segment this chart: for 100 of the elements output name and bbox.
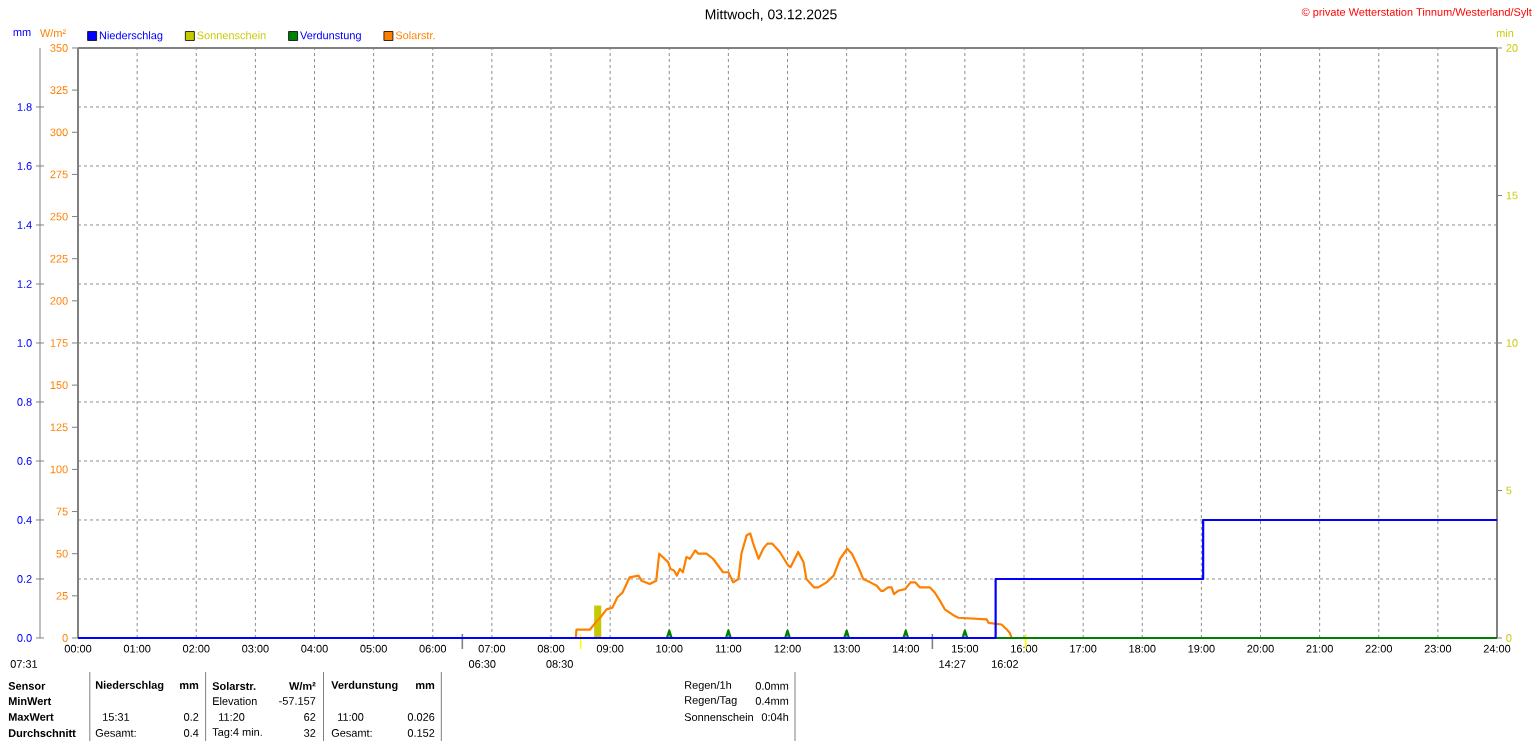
- y2-tick-label: 75: [56, 507, 68, 516]
- text: 62: [304, 713, 316, 721]
- y2-tick-label: 125: [50, 423, 68, 432]
- y2-tick-label: 225: [50, 254, 68, 263]
- y2-tick-label: 275: [50, 170, 68, 179]
- text: Gesamt:: [331, 729, 372, 737]
- text: 0:04h: [761, 712, 789, 722]
- y-tick-label: 0.6: [17, 457, 32, 465]
- x-tick-label: 00:00: [64, 644, 92, 653]
- text: Sonnenschein: [684, 712, 753, 722]
- legend-label: Niederschlag: [99, 31, 163, 42]
- y2-tick-label: 300: [50, 128, 68, 137]
- text: Niederschlag: [95, 680, 164, 692]
- y2-tick-label: 25: [56, 591, 68, 600]
- x-tick-label: 14:00: [892, 644, 920, 653]
- text: mm: [416, 683, 435, 689]
- x-tick-label: 11:00: [715, 644, 742, 653]
- text: 0.4mm: [755, 697, 789, 705]
- y3-axis-title: min: [1496, 29, 1514, 37]
- y-tick-label: 0.2: [17, 575, 32, 583]
- y-axis-title: mm: [13, 30, 31, 36]
- y3-tick-label: 10: [1506, 339, 1518, 347]
- y2-tick-label: 350: [50, 44, 68, 52]
- text: 07:31: [10, 660, 38, 668]
- line-series: [574, 532, 1013, 638]
- y-tick-label: 0.0: [17, 634, 32, 642]
- y3-tick-label: 5: [1506, 486, 1512, 495]
- text: Elevation: [213, 696, 257, 706]
- text: Gesamt:: [95, 729, 136, 737]
- x-tick-label: 15:00: [952, 644, 979, 653]
- text: Tag:4 min.: [212, 727, 262, 739]
- chart-title: Mittwoch, 03.12.2025: [705, 9, 837, 21]
- y2-tick-label: 325: [50, 86, 68, 95]
- x-tick-label: 05:00: [360, 644, 387, 653]
- y3-tick-label: 20: [1506, 44, 1518, 52]
- text: Solarstr.: [212, 681, 256, 691]
- y2-tick-label: 175: [50, 339, 68, 347]
- x-tick-label: 01:00: [123, 644, 151, 653]
- x-tick-label: 16:00: [1011, 644, 1038, 653]
- x-tick-label: 03:00: [242, 644, 269, 653]
- text: Verdunstung: [331, 680, 398, 692]
- text: Regen/1h: [685, 680, 732, 692]
- legend-label: Solarstr.: [395, 31, 435, 40]
- text: W/m²: [289, 681, 316, 691]
- text: 0.152: [407, 729, 435, 737]
- text: 0.4: [184, 729, 199, 737]
- x-tick-label: 13:00: [833, 644, 860, 653]
- x-tick-label: 19:00: [1188, 644, 1215, 653]
- y2-tick-label: 100: [50, 465, 68, 474]
- y2-tick-label: 250: [50, 212, 68, 221]
- text: Durchschnitt: [8, 728, 76, 738]
- y2-tick-label: 150: [50, 381, 68, 390]
- legend-label: Sonnenschein: [197, 31, 266, 40]
- text: mm: [180, 683, 199, 689]
- x-tick-label: 22:00: [1365, 644, 1393, 653]
- y2-axis-title: W/m²: [39, 28, 66, 38]
- y-tick-label: 1.4: [17, 221, 32, 229]
- y-tick-label: 0.4: [17, 516, 32, 524]
- text: 11:20: [219, 713, 245, 721]
- text: 0.026: [407, 713, 435, 721]
- y2-tick-label: 200: [50, 296, 68, 305]
- text: 32: [304, 729, 316, 737]
- y-tick-label: 1.8: [17, 103, 32, 111]
- x-tick-label: 24:00: [1483, 644, 1511, 653]
- y2-tick-label: 0: [62, 634, 68, 642]
- y-tick-label: 0.8: [17, 398, 32, 406]
- ref-line-label: 06:30: [468, 660, 496, 668]
- ref-line-label: 16:02: [991, 660, 1019, 668]
- text: Sensor: [8, 682, 46, 690]
- x-tick-label: 02:00: [182, 644, 210, 653]
- y-tick-label: 1.2: [17, 280, 32, 288]
- legend-label: Verdunstung: [300, 31, 361, 42]
- text: 11:00: [338, 713, 364, 721]
- text: -57.157: [279, 697, 316, 705]
- text: 0.2: [184, 713, 199, 721]
- text: MaxWert: [8, 713, 54, 721]
- ref-line-label: 14:27: [939, 660, 966, 668]
- x-tick-label: 04:00: [301, 644, 328, 653]
- y-tick-label: 1.6: [17, 162, 32, 170]
- x-tick-label: 21:00: [1306, 644, 1333, 653]
- text: © private Wetterstation Tinnum/Westerland/Sylt: [1301, 7, 1532, 19]
- x-tick-label: 23:00: [1424, 644, 1452, 653]
- x-tick-label: 20:00: [1247, 644, 1274, 653]
- text: Regen/Tag: [685, 695, 737, 707]
- ref-line-label: 08:30: [546, 660, 573, 668]
- x-tick-label: 12:00: [774, 644, 801, 653]
- x-tick-label: 09:00: [596, 644, 624, 653]
- x-tick-label: 07:00: [478, 644, 506, 653]
- x-tick-label: 06:00: [419, 644, 447, 653]
- x-tick-label: 08:00: [537, 644, 565, 653]
- text: 15:31: [103, 713, 130, 721]
- y2-tick-label: 50: [56, 549, 68, 558]
- x-tick-label: 18:00: [1129, 644, 1156, 653]
- y3-tick-label: 15: [1506, 191, 1518, 200]
- x-tick-label: 10:00: [656, 644, 683, 653]
- y-tick-label: 1.0: [17, 339, 32, 347]
- text: MinWert: [8, 696, 52, 706]
- text: 0.0mm: [755, 682, 789, 690]
- x-tick-label: 17:00: [1070, 644, 1097, 653]
- y3-tick-label: 0: [1506, 634, 1512, 642]
